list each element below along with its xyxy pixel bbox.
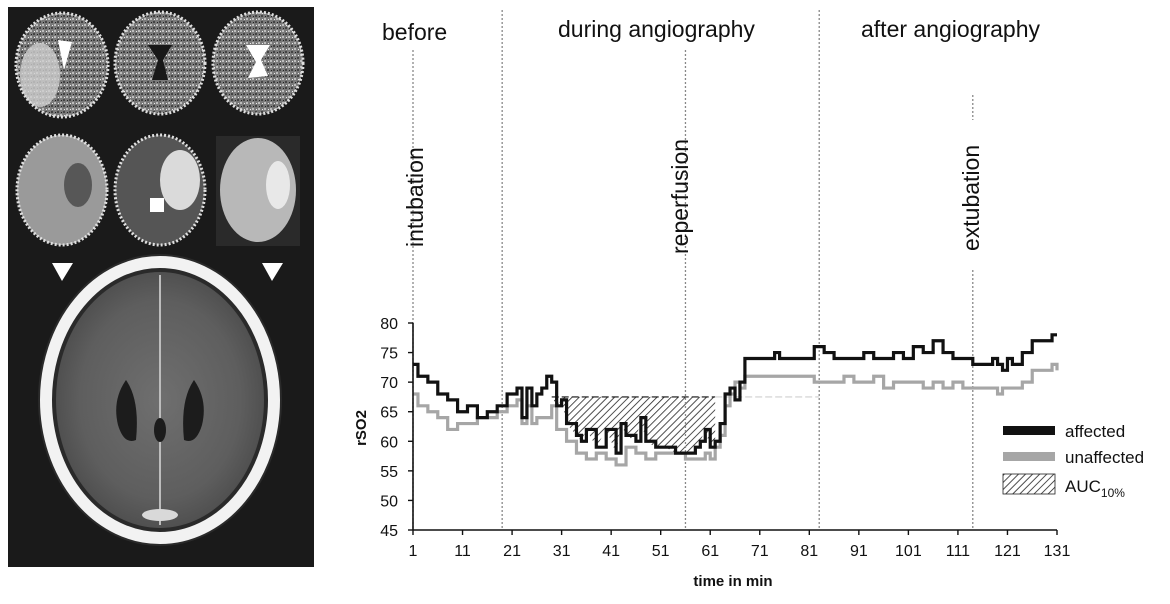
- left-arrow-marker: [52, 263, 73, 281]
- x-axis-label: time in min: [693, 573, 772, 590]
- legend-label-auc-main: AUC: [1065, 477, 1101, 496]
- x-tick-label-81: 81: [800, 543, 818, 560]
- legend-label-unaffected: unaffected: [1065, 448, 1144, 467]
- perfusion-map-3: [211, 10, 305, 116]
- legend-label-affected: affected: [1065, 422, 1125, 441]
- x-tick-label-71: 71: [751, 543, 769, 560]
- perfusion-map-5: [113, 133, 207, 247]
- perfusion-map-thumbnails: [14, 10, 305, 247]
- right-arrow-marker: [262, 263, 283, 281]
- x-tick-label-101: 101: [895, 543, 922, 560]
- legend-swatch-unaffected: [1003, 452, 1055, 461]
- y-tick-label-50: 50: [380, 493, 398, 510]
- phase-label-during: during angiography: [558, 16, 755, 42]
- legend: affected unaffected AUC10%: [1002, 422, 1144, 500]
- x-tick-label-121: 121: [994, 543, 1021, 560]
- phase-dividers: [501, 10, 820, 530]
- series-lines: [413, 333, 1059, 467]
- event-label-extubation: extubation: [958, 145, 984, 251]
- auc-region: [551, 396, 716, 454]
- event-label-intubation: intubation: [402, 147, 428, 247]
- x-tick-label-11: 11: [454, 543, 471, 560]
- y-axis-label: rSO2: [353, 410, 370, 446]
- x-tick-label-131: 131: [1044, 543, 1071, 560]
- x-tick-label-51: 51: [652, 543, 670, 560]
- image-panel: [8, 7, 314, 567]
- y-tick-label-75: 75: [380, 346, 398, 363]
- event-label-reperfusion: reperfusion: [667, 139, 693, 254]
- x-tick-label-21: 21: [503, 543, 521, 560]
- legend-swatch-auc: [1002, 473, 1056, 495]
- perfusion-map-2: [113, 10, 207, 116]
- y-tick-label-65: 65: [380, 405, 398, 422]
- legend-label-auc-subscript: 10%: [1101, 486, 1125, 500]
- phase-label-before: before: [382, 19, 447, 45]
- x-tick-label-91: 91: [850, 543, 868, 560]
- series-line-unaffected: [413, 362, 1059, 467]
- legend-label-auc: AUC10%: [1065, 477, 1125, 500]
- x-tick-label-1: 1: [409, 543, 418, 560]
- legend-swatch-affected: [1003, 426, 1055, 435]
- series-line-affected: [413, 333, 1057, 455]
- y-tick-label-45: 45: [380, 523, 398, 540]
- x-tick-label-61: 61: [701, 543, 719, 560]
- axial-ct-brain-scan: [38, 254, 282, 546]
- auc-hatched-area: [551, 396, 716, 454]
- perfusion-map-6: [216, 136, 300, 246]
- x-tick-label-41: 41: [602, 543, 620, 560]
- x-tick-label-111: 111: [946, 543, 970, 560]
- y-tick-label-70: 70: [380, 375, 398, 392]
- y-tick-label-60: 60: [380, 434, 398, 451]
- perfusion-map-4: [15, 133, 109, 247]
- perfusion-map-1: [14, 11, 110, 119]
- x-tick-label-31: 31: [553, 543, 571, 560]
- y-tick-label-80: 80: [380, 316, 398, 333]
- phase-label-after: after angiography: [861, 16, 1041, 42]
- y-tick-label-55: 55: [380, 464, 398, 481]
